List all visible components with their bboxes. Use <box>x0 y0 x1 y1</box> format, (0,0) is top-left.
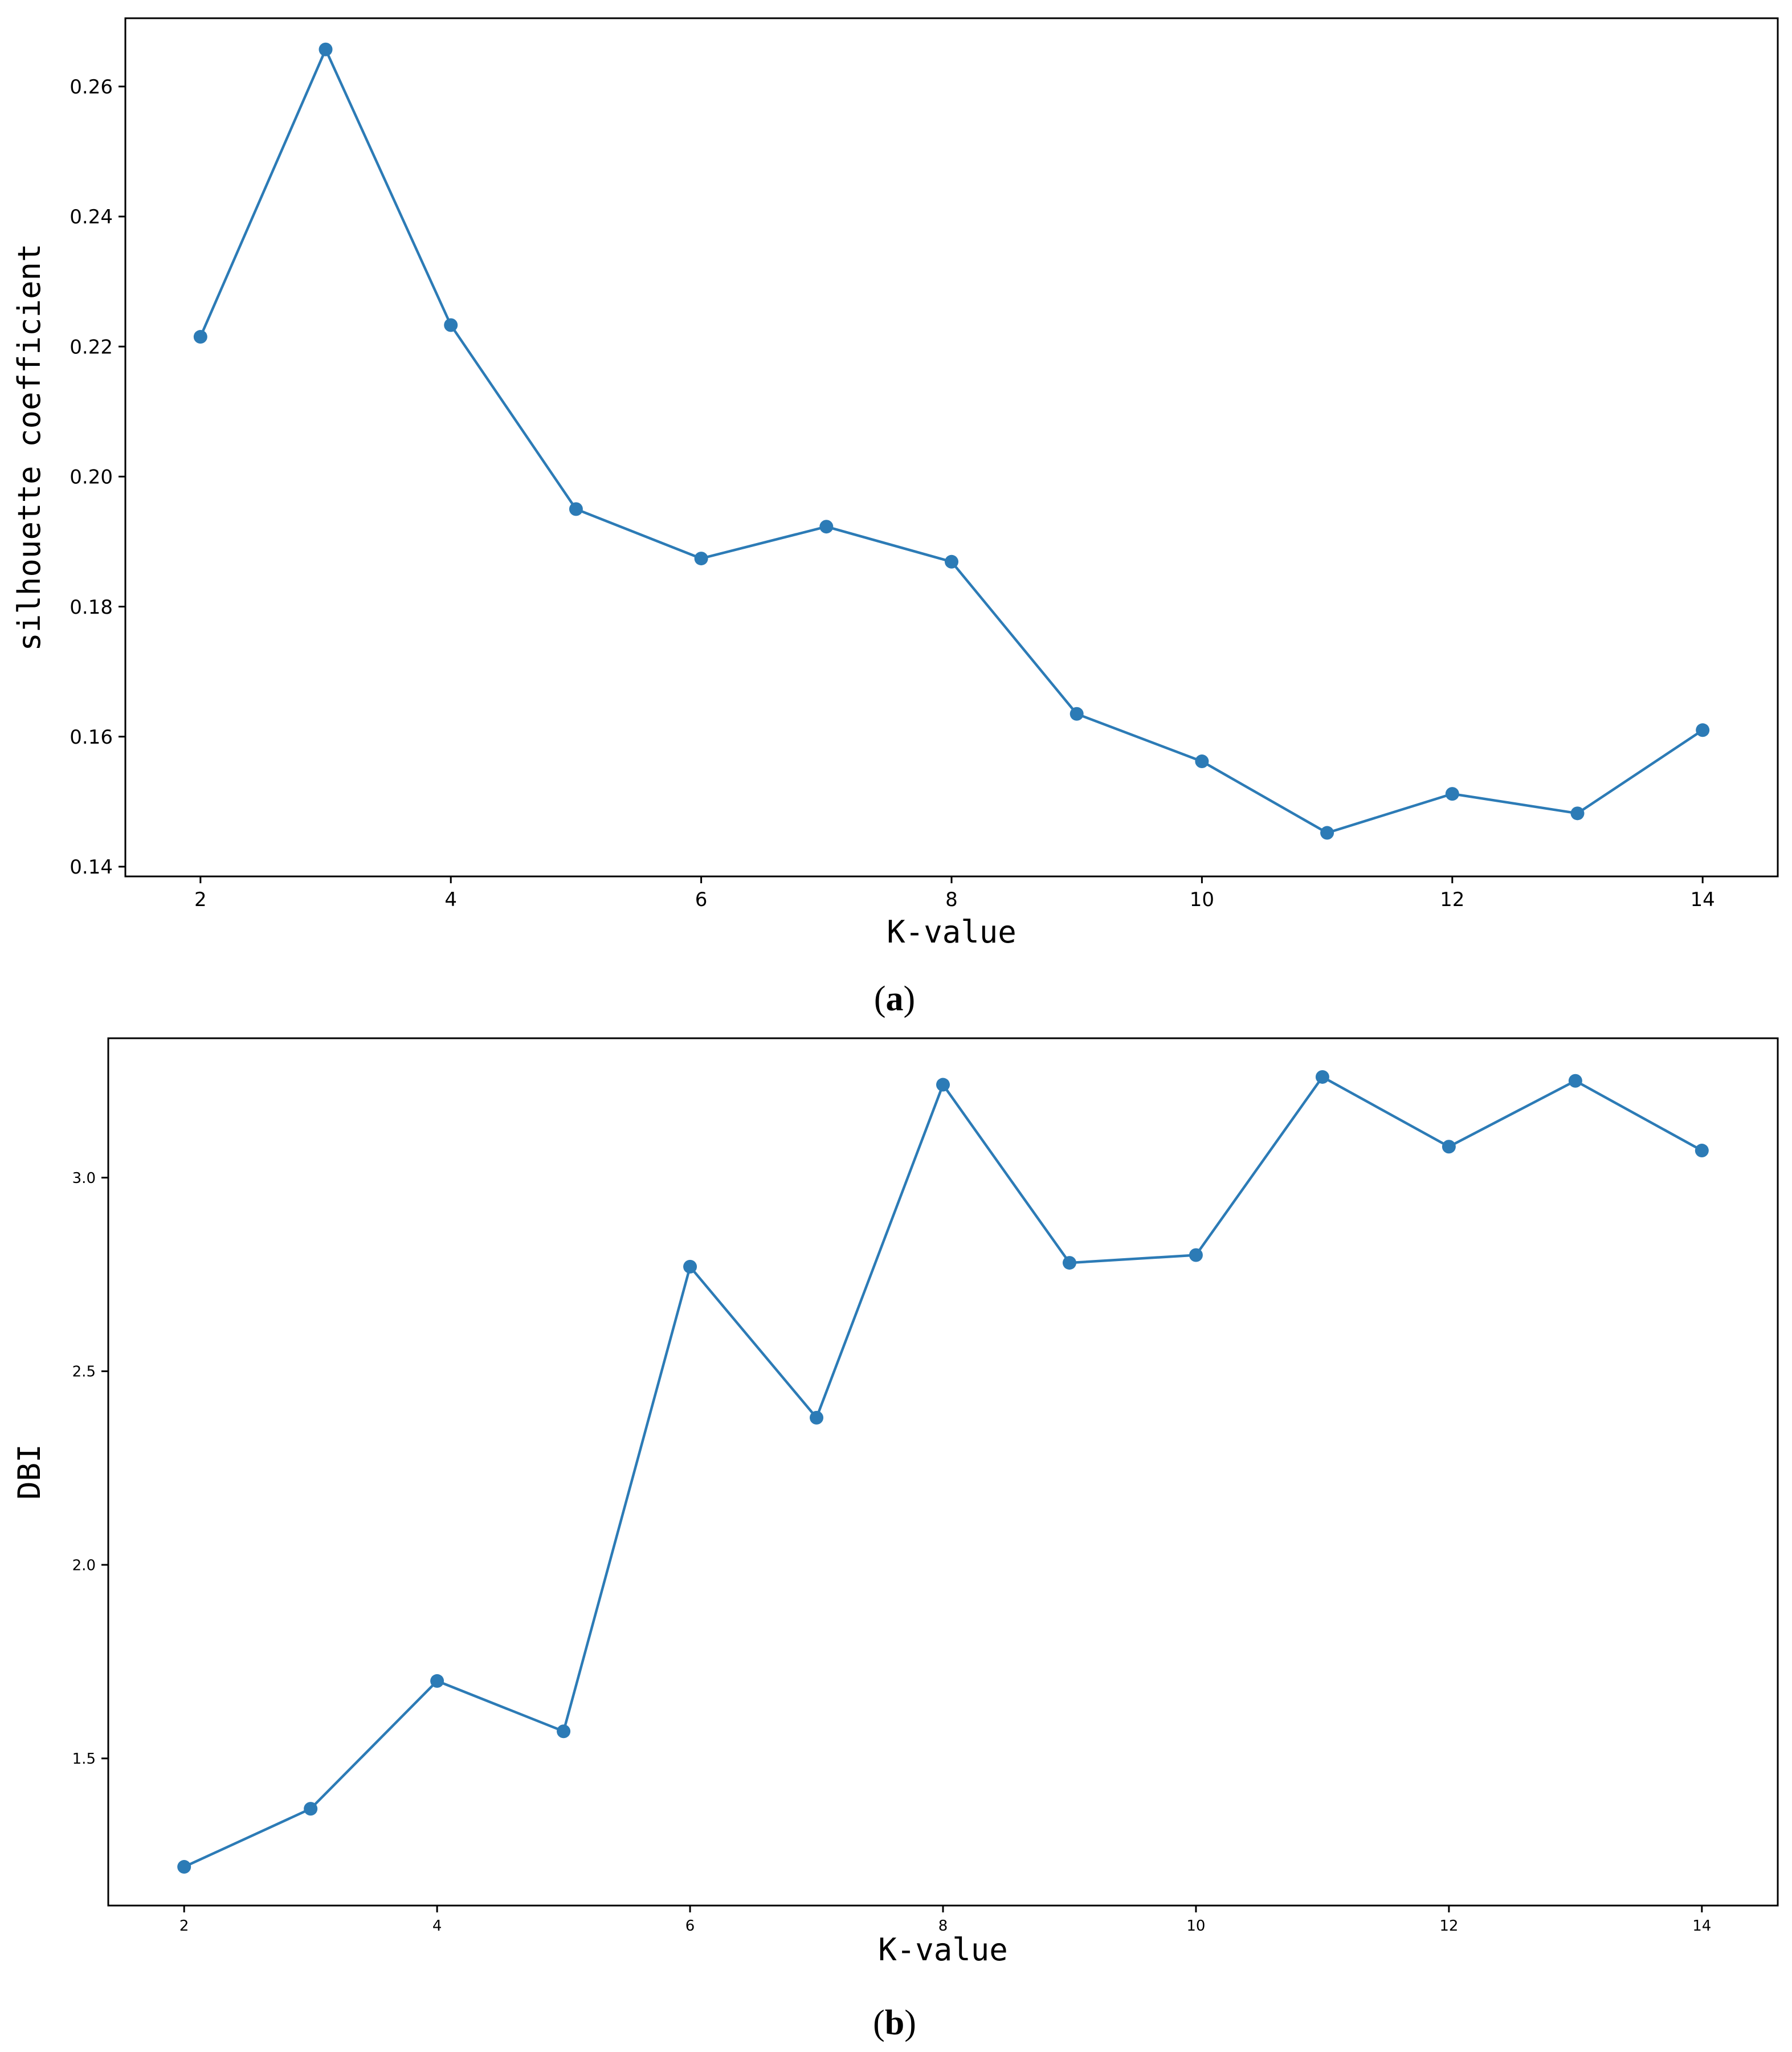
y-tick-label: 0.16 <box>70 726 113 749</box>
y-axis-label: DBI <box>11 1444 47 1500</box>
y-tick-label: 0.20 <box>70 466 113 489</box>
x-tick-label: 12 <box>1440 888 1464 911</box>
data-point <box>1445 787 1459 801</box>
data-point <box>945 554 958 569</box>
data-point <box>694 552 708 566</box>
x-tick-label: 10 <box>1186 1918 1205 1935</box>
data-point <box>819 520 834 534</box>
y-tick-label: 0.26 <box>70 76 113 99</box>
data-point <box>1570 806 1585 821</box>
panel-label: (a) <box>874 980 915 1018</box>
data-point <box>683 1259 697 1274</box>
y-tick-label: 0.24 <box>70 206 113 229</box>
data-point <box>193 330 207 344</box>
data-point <box>304 1802 318 1816</box>
y-axis-ticks: 1.5 2.0 2.5 3.0 <box>72 1170 108 1768</box>
x-axis-label: K-value <box>878 1932 1008 1968</box>
data-point <box>1315 1070 1329 1084</box>
y-tick-label: 1.5 <box>72 1751 96 1768</box>
y-tick-label: 0.18 <box>70 596 113 619</box>
series-markers <box>177 1070 1709 1874</box>
dbi-chart: 1.5 2.0 2.5 3.0 2 4 6 8 10 12 14 DBI K-value (b) <box>11 1037 1779 2042</box>
data-point <box>1195 754 1209 769</box>
x-tick-label: 14 <box>1691 888 1715 911</box>
data-point <box>810 1410 824 1425</box>
y-tick-label: 2.5 <box>72 1364 96 1381</box>
data-point <box>444 318 458 332</box>
x-tick-label: 10 <box>1190 888 1214 911</box>
data-point <box>557 1724 571 1739</box>
data-point <box>1696 723 1710 737</box>
data-point <box>936 1078 950 1092</box>
x-tick-label: 2 <box>194 888 207 911</box>
data-point <box>319 42 333 56</box>
data-point <box>430 1674 444 1688</box>
x-tick-label: 2 <box>179 1918 189 1935</box>
x-axis-ticks: 2 4 6 8 10 12 14 <box>194 876 1715 911</box>
data-point <box>1189 1248 1203 1262</box>
series-markers <box>193 42 1710 840</box>
x-tick-label: 8 <box>945 888 958 911</box>
data-point <box>1320 826 1334 840</box>
x-tick-label: 12 <box>1439 1918 1458 1935</box>
y-tick-label: 3.0 <box>72 1170 96 1187</box>
x-tick-label: 4 <box>432 1918 442 1935</box>
data-point <box>1568 1074 1582 1088</box>
data-point <box>569 502 583 516</box>
x-tick-label: 14 <box>1692 1918 1711 1935</box>
data-point <box>1062 1256 1076 1270</box>
x-tick-label: 4 <box>444 888 457 911</box>
panel-label: (b) <box>873 2004 916 2042</box>
data-point <box>177 1860 191 1874</box>
y-axis-label: silhouette coefficient <box>11 243 47 651</box>
x-axis-ticks: 2 4 6 8 10 12 14 <box>179 1906 1711 1935</box>
x-tick-label: 8 <box>938 1918 948 1935</box>
data-point <box>1442 1140 1456 1154</box>
y-tick-label: 0.22 <box>70 336 113 358</box>
y-axis-ticks: 0.14 0.16 0.18 0.20 0.22 0.24 0.26 <box>70 76 125 879</box>
y-tick-label: 0.14 <box>70 856 113 879</box>
x-axis-label: K-value <box>887 914 1017 950</box>
data-point <box>1695 1144 1709 1158</box>
silhouette-chart: 0.140.160.180.200.220.240.26 2 4 6 8 10 12 14 … <box>11 17 1779 1018</box>
x-tick-label: 6 <box>685 1918 695 1935</box>
data-point <box>1070 707 1084 721</box>
y-tick-label: 2.0 <box>72 1557 96 1574</box>
x-tick-label: 6 <box>695 888 708 911</box>
